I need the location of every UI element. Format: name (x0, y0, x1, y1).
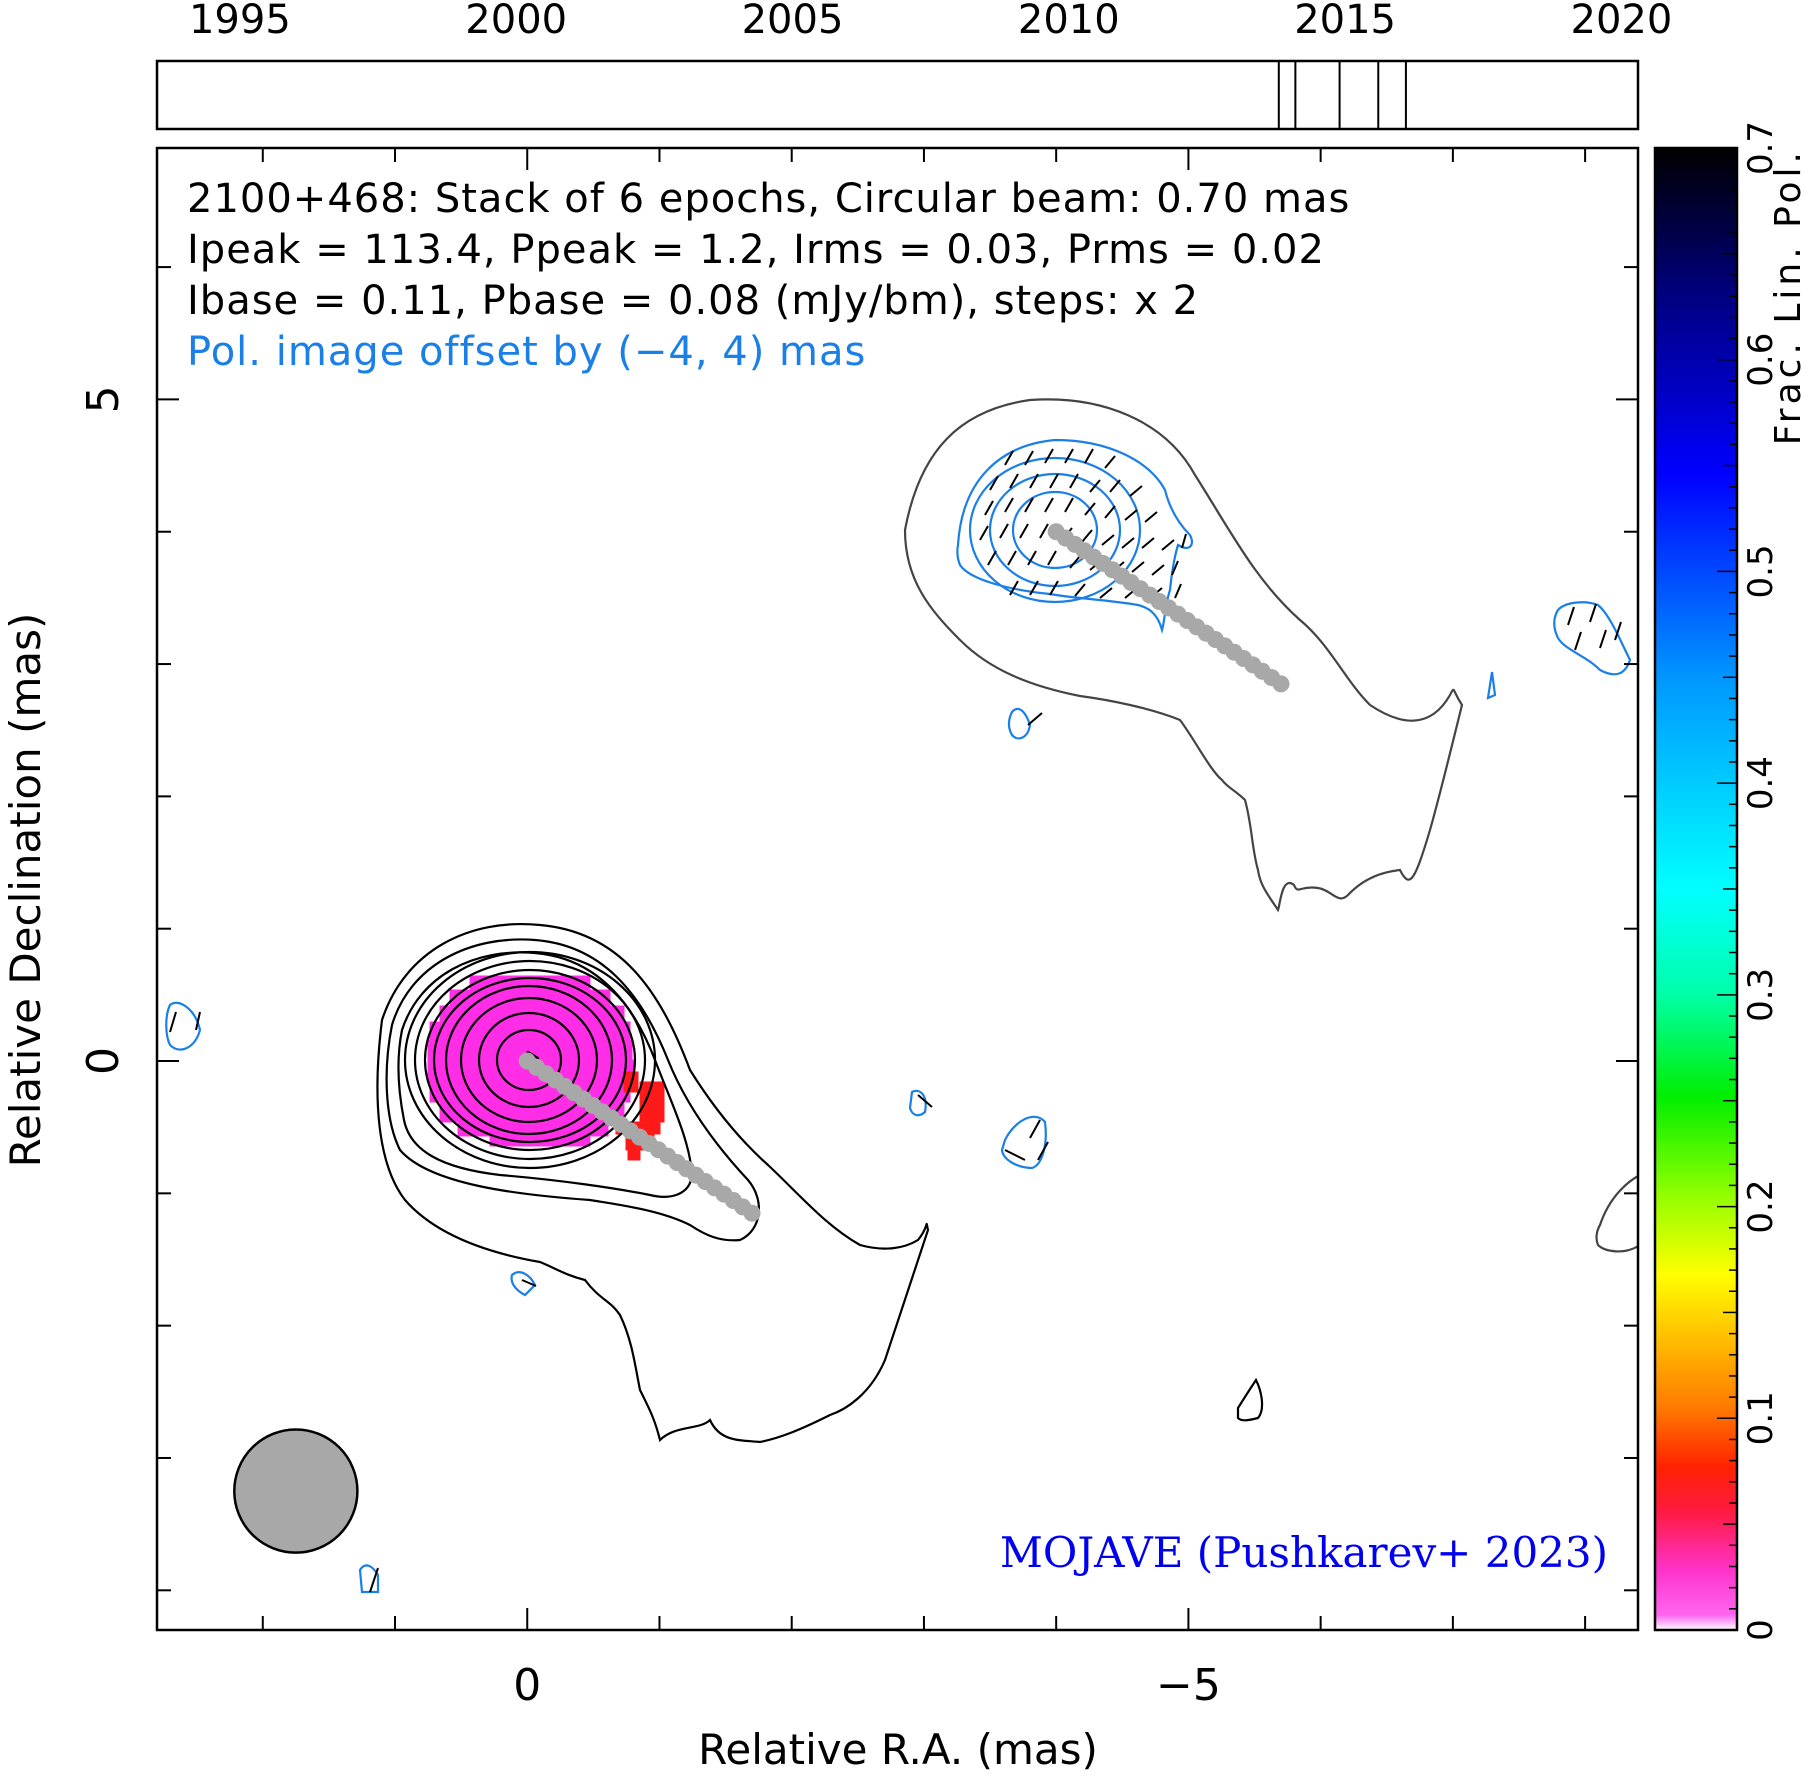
pol-contours (165, 438, 1632, 1594)
colorbar-tick-label: 0.3 (1741, 968, 1781, 1022)
pol-island-8 (358, 1564, 380, 1594)
i-contour-outer (376, 923, 930, 1444)
colorbar-tick-label: 0.5 (1741, 544, 1781, 598)
timeline-year-labels: 1995 2000 2005 2010 2015 2020 (189, 0, 1672, 43)
timeline-year-label: 2000 (465, 0, 567, 43)
timeline-year-label: 2005 (742, 0, 844, 43)
annotation-line-1: 2100+468: Stack of 6 epochs, Circular be… (187, 176, 1350, 222)
pol-island-5 (908, 1089, 927, 1117)
i-contour-11 (495, 1028, 563, 1092)
offset-i-contour-isolated (1595, 1174, 1638, 1253)
colorbar-tick-labels: 0 0.1 0.2 0.3 0.4 0.5 0.6 0.7 (1741, 121, 1781, 1641)
timeline-epochs (1277, 61, 1407, 129)
pol-contour-2 (968, 456, 1142, 604)
map-tick-labels: 0 −5 0 5 (78, 385, 1221, 1711)
x-tick-label: 0 (513, 1660, 541, 1711)
map-frame (155, 146, 1640, 1632)
annotation-line-3: Ibase = 0.11, Pbase = 0.08 (mJy/bm), ste… (187, 278, 1199, 324)
credit-label: MOJAVE (Pushkarev+ 2023) (1000, 1528, 1608, 1577)
colorbar-label: Frac. Lin. Pol. (1768, 148, 1809, 445)
colorbar-tick-label: 0.4 (1741, 756, 1781, 810)
ridge-point (743, 1204, 761, 1222)
offset-i-contours (903, 398, 1638, 1253)
ridge-point (1272, 675, 1290, 693)
map-panel: 0 −5 0 5 2100+468: Stack of 6 epochs, Circu… (1, 146, 1640, 1774)
y-axis-label: Relative Declination (mas) (1, 613, 50, 1168)
i-contour-6 (423, 968, 637, 1152)
pol-island-7 (510, 1271, 537, 1297)
timeline-panel: 1995 2000 2005 2010 2015 2020 (155, 0, 1672, 131)
i-contour-5 (413, 959, 647, 1161)
i-contour-10 (477, 1011, 581, 1109)
pol-contour-outer (956, 438, 1194, 635)
y-tick-label: 0 (78, 1047, 129, 1075)
stokes-i-contours (376, 923, 1264, 1444)
pol-island-4 (165, 1001, 202, 1051)
i-contour-7 (432, 976, 628, 1144)
timeline-frame (155, 59, 1640, 131)
ridge-line-offset (1047, 523, 1290, 693)
colorbar-ticks (1717, 147, 1737, 1631)
map-ticks (157, 148, 1638, 1630)
colorbar: 0 0.1 0.2 0.3 0.4 0.5 0.6 0.7 Frac. Lin. Pol. (1653, 121, 1809, 1641)
pol-island-6 (1000, 1115, 1047, 1170)
colorbar-tick-label: 0.6 (1741, 333, 1781, 387)
colorbar-tick-label: 0 (1741, 1619, 1781, 1641)
colorbar-tick-label: 0.7 (1741, 121, 1781, 175)
i-contour-8 (444, 984, 614, 1136)
offset-i-contour-outer (903, 398, 1464, 913)
i-contour-9 (459, 996, 599, 1124)
i-contour-2 (385, 938, 761, 1242)
pol-island-2 (1486, 671, 1497, 700)
timeline-year-label: 1995 (189, 0, 291, 43)
annotation-line-2: Ipeak = 113.4, Ppeak = 1.2, Irms = 0.03,… (187, 227, 1325, 273)
pol-contour-4 (1011, 490, 1099, 570)
timeline-year-label: 2015 (1294, 0, 1396, 43)
y-tick-label: 5 (78, 385, 129, 413)
i-contour-isolated (1236, 1377, 1264, 1422)
colorbar-tick-label: 0.2 (1741, 1180, 1781, 1234)
timeline-year-label: 2010 (1018, 0, 1120, 43)
x-tick-label: −5 (1156, 1660, 1221, 1711)
ridge-line-main (518, 1052, 761, 1222)
pol-offset-note: Pol. image offset by (−4, 4) mas (187, 329, 866, 375)
pol-island-3 (1007, 707, 1032, 740)
timeline-year-label: 2020 (1571, 0, 1673, 43)
i-contour-4 (403, 950, 657, 1170)
evpa-ticks (169, 448, 1622, 1593)
colorbar-tick-label: 0.1 (1741, 1391, 1781, 1445)
beam-ellipse (233, 1428, 359, 1554)
x-axis-label: Relative R.A. (mas) (698, 1725, 1098, 1774)
